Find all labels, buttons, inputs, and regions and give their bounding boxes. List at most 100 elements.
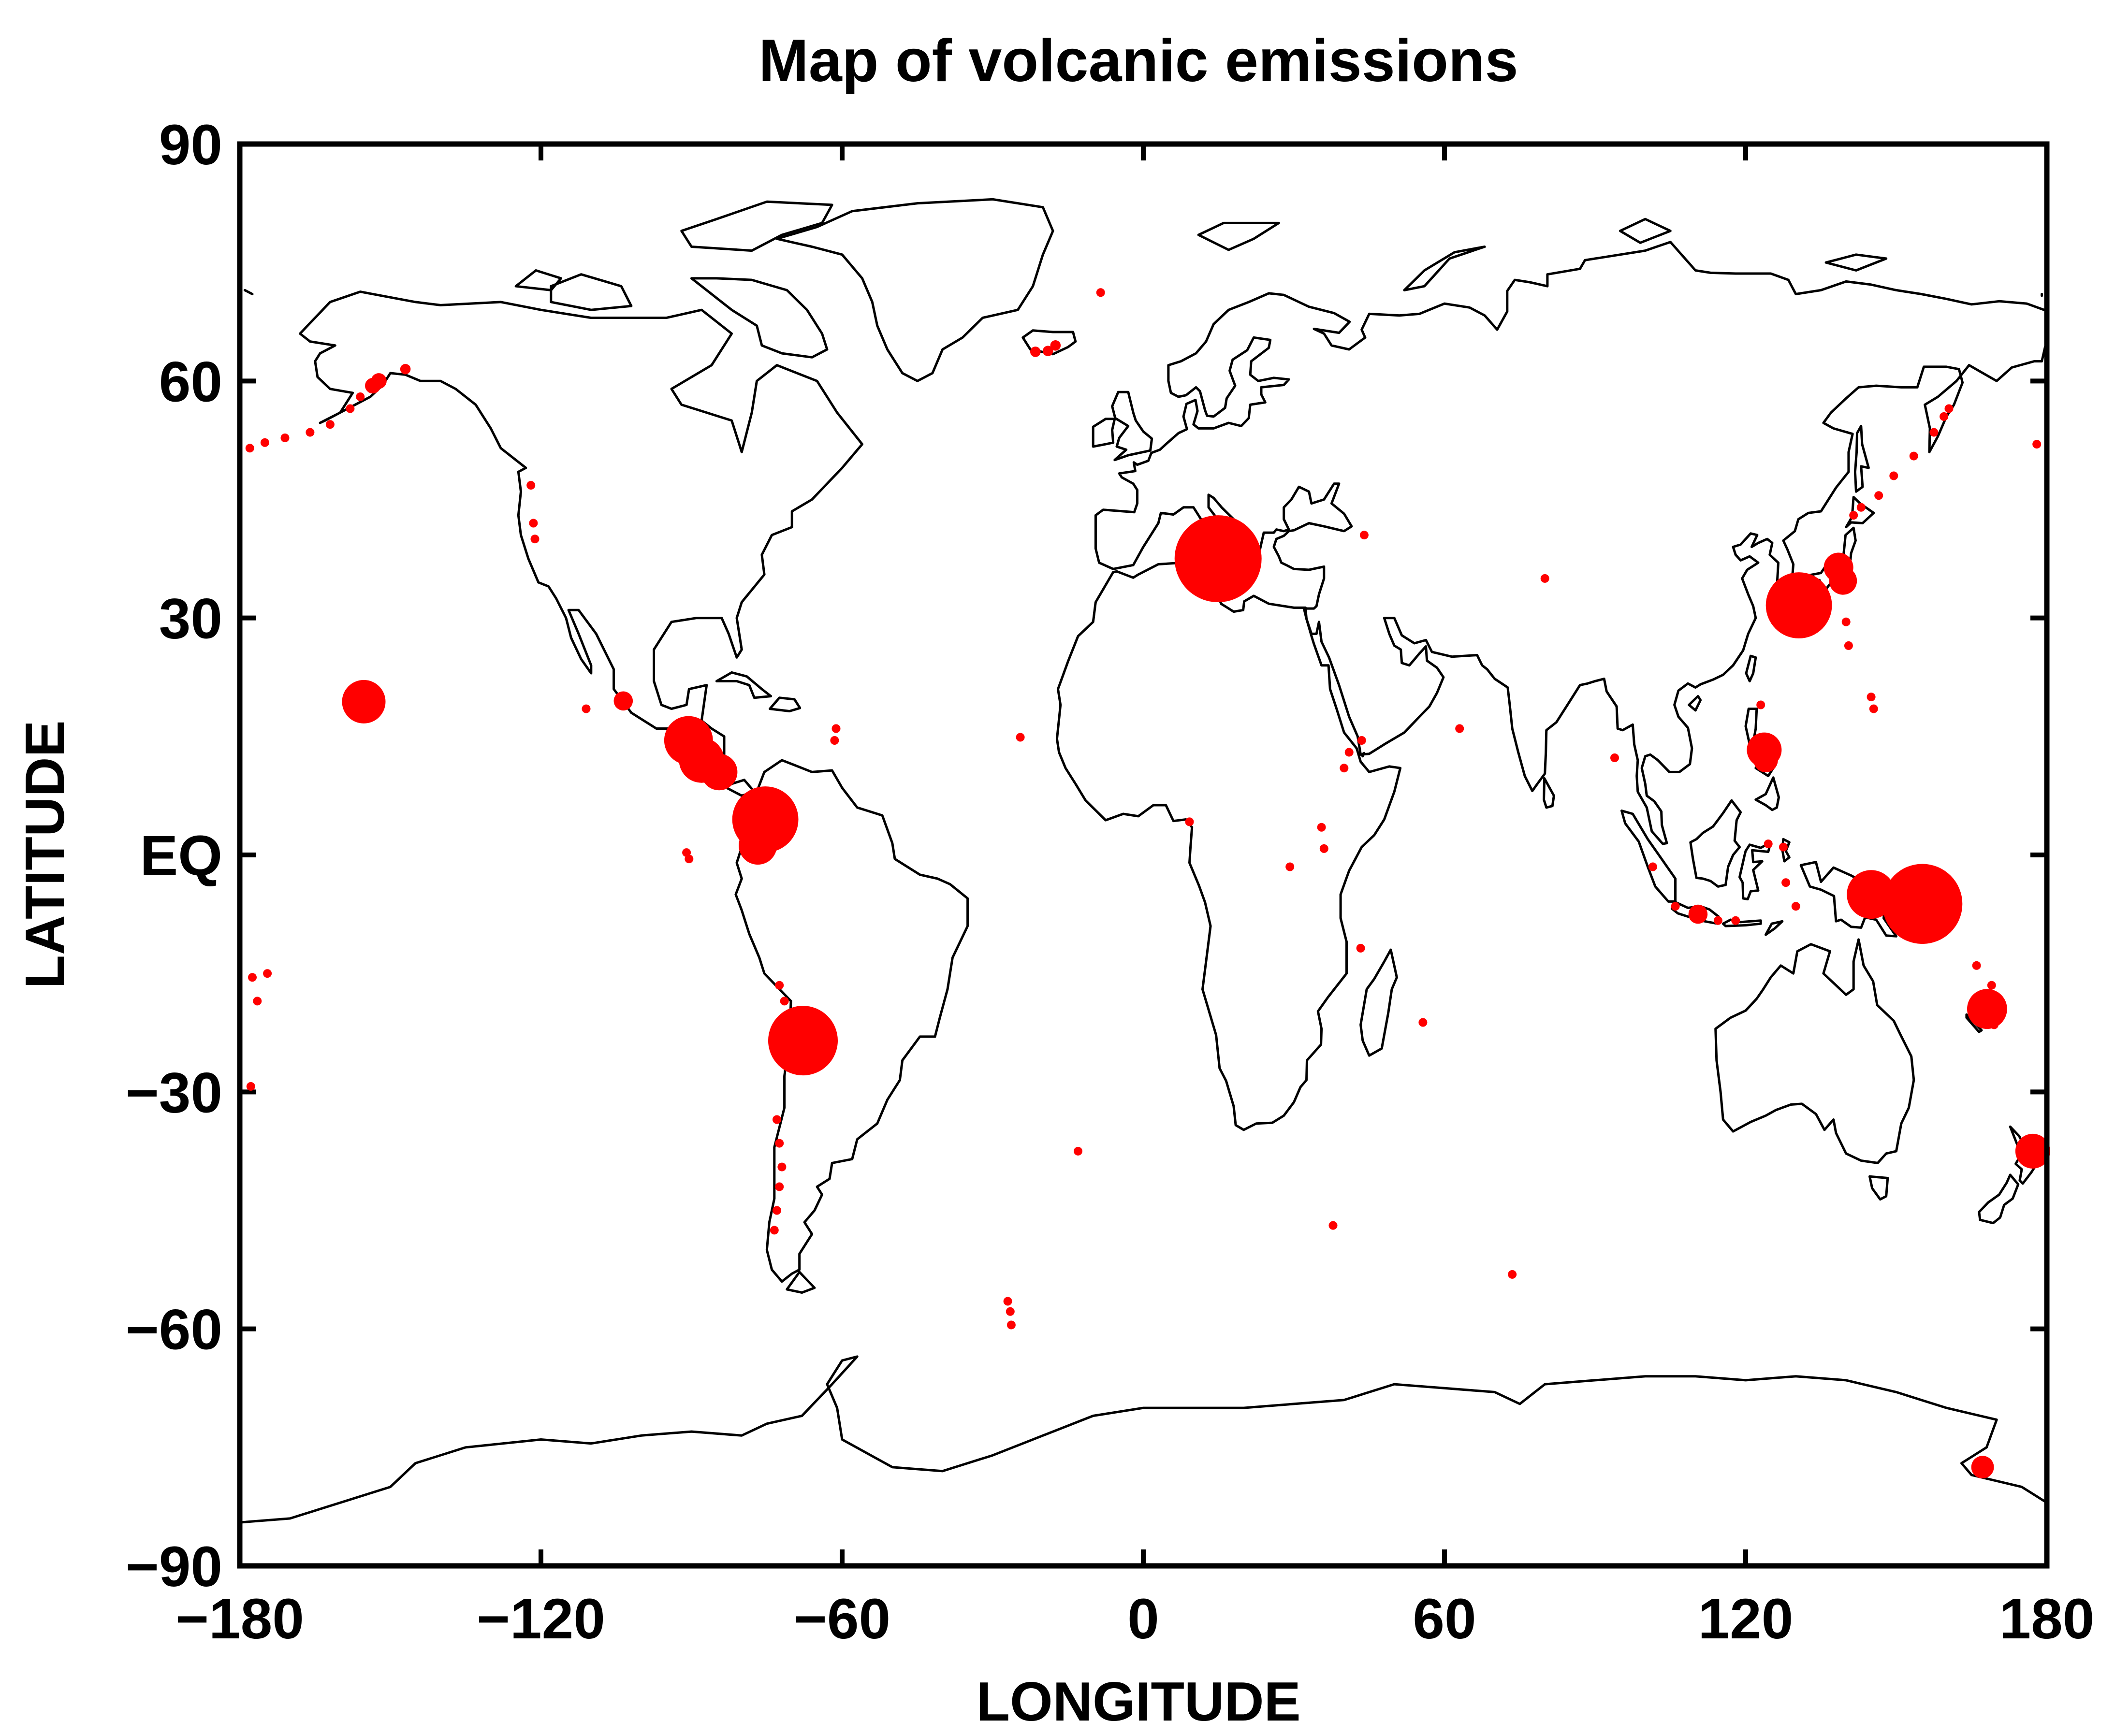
emission-marker: [1042, 346, 1053, 356]
emission-marker: [1688, 904, 1708, 924]
emission-marker: [2015, 1133, 2050, 1169]
emission-marker: [1753, 748, 1778, 773]
coastline-borneo: [1689, 799, 1742, 888]
emission-marker: [1829, 567, 1857, 595]
emission-marker: [325, 420, 335, 429]
emission-marker: [1340, 764, 1349, 773]
emission-markers: [245, 288, 2050, 1479]
coastline-new-guinea: [1799, 861, 1897, 938]
emission-marker: [831, 724, 841, 733]
emission-marker: [1006, 1320, 1016, 1330]
coastline-australia: [1714, 938, 1915, 1164]
emission-marker: [1867, 693, 1876, 702]
emission-marker: [529, 519, 538, 528]
coastline-africa: [1055, 559, 1402, 1131]
emission-marker: [1841, 617, 1851, 626]
emission-marker: [775, 1182, 784, 1191]
emission-marker: [830, 736, 839, 745]
coastline-sumatra: [1620, 810, 1677, 903]
coastline-ireland: [1092, 418, 1116, 448]
emission-marker: [1006, 1307, 1015, 1316]
coastline-cuba: [715, 671, 773, 699]
emission-marker: [775, 981, 784, 990]
emission-marker: [739, 826, 777, 865]
y-tick-label: 90: [159, 113, 222, 177]
x-tick-label: 180: [1999, 1587, 2095, 1651]
coastline-great-britain: [1111, 391, 1153, 462]
coastline-madagascar: [1359, 948, 1398, 1057]
emission-marker: [1967, 989, 2007, 1029]
x-tick-label: 60: [1413, 1587, 1476, 1651]
emission-marker: [2032, 440, 2042, 449]
emission-marker: [773, 1206, 781, 1215]
emission-marker: [1050, 340, 1061, 351]
y-tick-label: 60: [159, 350, 222, 414]
coastline-severnaya-zemlya: [1619, 217, 1672, 244]
emission-marker: [263, 969, 272, 978]
plot-frame: [237, 141, 2050, 1569]
emission-marker: [1359, 531, 1369, 540]
emission-marker: [1003, 1297, 1012, 1306]
emission-marker: [1508, 1270, 1517, 1279]
emission-marker: [1869, 704, 1878, 713]
coastline-north-america: [299, 290, 863, 797]
emission-marker: [1909, 451, 1918, 461]
emission-marker: [1940, 412, 1949, 421]
emission-marker: [700, 753, 738, 791]
emission-marker: [1096, 288, 1105, 297]
emission-marker: [785, 1016, 794, 1026]
emission-marker: [280, 434, 290, 442]
emission-marker: [770, 1226, 779, 1235]
emission-marker: [780, 997, 789, 1006]
coastline-banks: [514, 269, 562, 291]
x-tick-label: 0: [1127, 1587, 1159, 1651]
emission-marker: [1540, 574, 1549, 583]
emission-marker: [1185, 817, 1194, 826]
chart-title: Map of volcanic emissions: [758, 28, 1518, 94]
coastline-sri-lanka: [1543, 777, 1555, 809]
emission-marker: [1944, 404, 1954, 413]
y-axis-label: LATITUDE: [15, 720, 76, 988]
y-tick-label: −90: [126, 1535, 222, 1599]
emission-marker: [1765, 572, 1832, 638]
emission-marker: [1929, 428, 1939, 437]
coastline-south-america: [734, 759, 969, 1283]
coastline-arabian-peninsula-islands: [1360, 752, 1366, 758]
coastline-tierra-del-fuego: [786, 1271, 816, 1294]
emission-marker: [1882, 864, 1963, 944]
coastline-timor: [1765, 920, 1784, 936]
emission-marker: [1781, 878, 1791, 887]
emission-marker: [1756, 700, 1765, 709]
x-tick-label: −180: [175, 1587, 304, 1651]
emission-marker: [1455, 724, 1464, 733]
emission-marker: [1074, 1146, 1082, 1156]
emission-marker: [1731, 916, 1740, 925]
emission-marker: [613, 691, 633, 711]
emission-marker: [1844, 641, 1853, 650]
coastline-hispaniola: [769, 696, 802, 712]
emission-marker: [1779, 842, 1788, 852]
emission-marker: [1791, 902, 1800, 911]
emission-marker: [530, 535, 540, 544]
emission-marker: [365, 377, 381, 394]
tick-labels: −180 −120 −60 0 60 120 180 90 60 30 EQ −30 −60 −90: [126, 113, 2095, 1651]
coastline-greenland: [775, 198, 1054, 382]
emission-marker: [245, 444, 254, 453]
emission-marker: [246, 1082, 255, 1091]
emission-marker: [1972, 961, 1981, 970]
coastline-mindanao: [1754, 776, 1780, 811]
emission-marker: [306, 428, 315, 437]
coastline-victoria: [550, 273, 633, 311]
y-tick-label: −60: [126, 1298, 222, 1362]
coastline-new-zealand-south: [1978, 1173, 2020, 1225]
emission-marker: [1174, 515, 1262, 603]
emission-marker: [260, 438, 269, 447]
emission-marker: [1889, 471, 1898, 480]
emission-marker: [777, 1162, 787, 1172]
emission-marker: [1671, 902, 1680, 911]
emission-marker: [400, 364, 411, 375]
emission-marker: [1713, 916, 1722, 925]
emission-marker: [768, 1006, 838, 1076]
emission-marker: [1356, 943, 1365, 953]
